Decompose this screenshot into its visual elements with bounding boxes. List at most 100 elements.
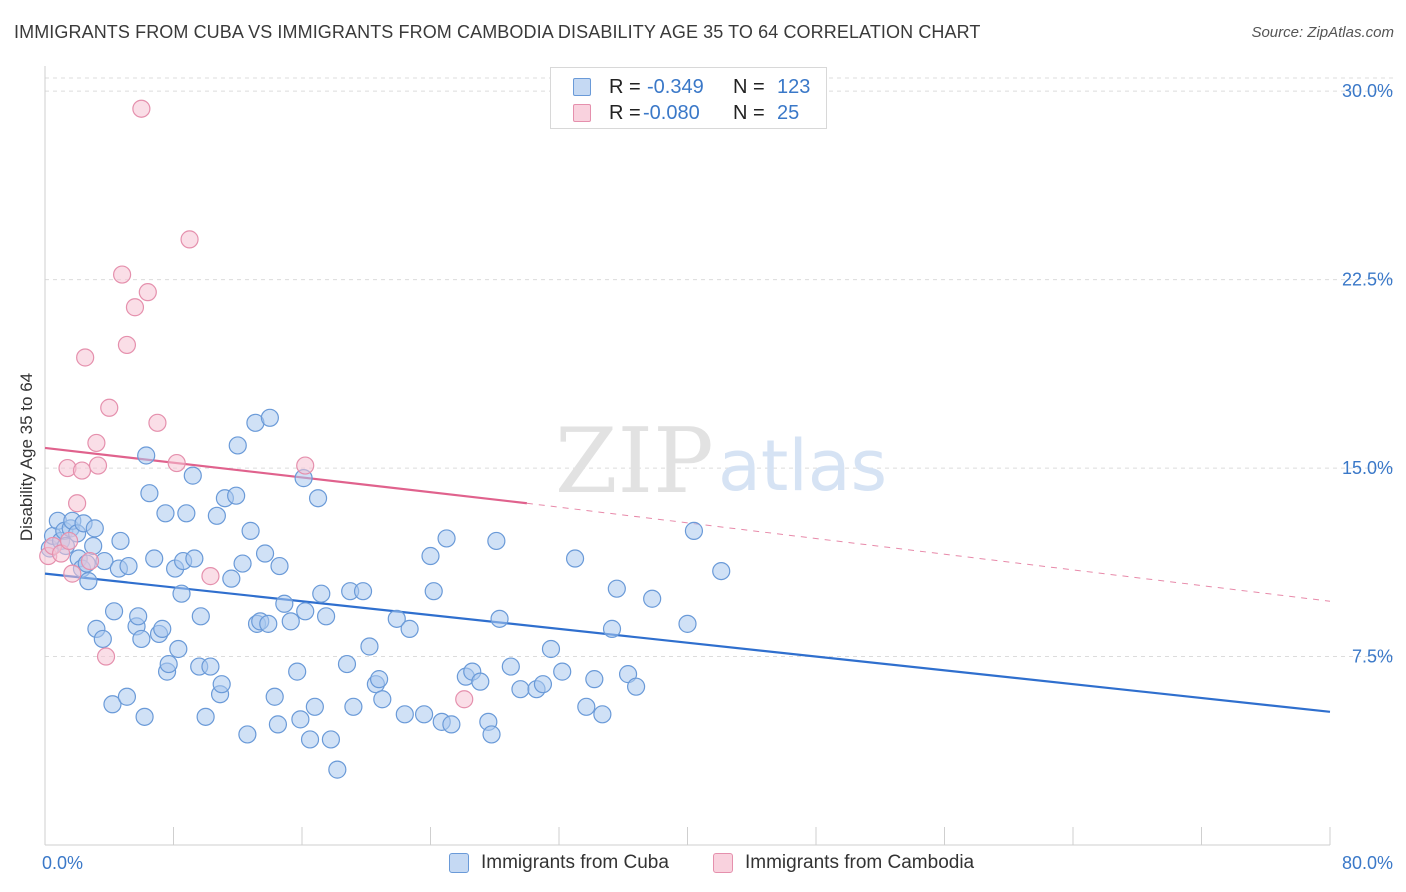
cuba-point (111, 531, 130, 551)
cuba-point (471, 672, 490, 691)
legend-r-label: R = (609, 76, 641, 98)
cambodia-point (455, 690, 474, 709)
axes (44, 66, 1331, 846)
cuba-point (414, 705, 434, 724)
cambodia-point (117, 335, 137, 355)
cuba-point (593, 705, 612, 724)
cuba-point (712, 561, 731, 581)
cambodia-point (125, 298, 145, 317)
trend-line-cambodia (44, 446, 528, 505)
bottom-legend-swatch-cuba (449, 853, 469, 873)
cuba-point (553, 662, 572, 681)
cuba-point (353, 582, 373, 601)
cuba-point (291, 710, 310, 729)
cuba-point (395, 705, 414, 724)
cuba-point (328, 760, 347, 779)
cuba-point (104, 602, 124, 621)
cuba-point (585, 670, 604, 689)
cuba-point (119, 556, 138, 576)
cuba-point (643, 589, 662, 608)
cuba-point (85, 519, 104, 538)
cuba-point (482, 725, 501, 744)
cambodia-point (80, 551, 100, 571)
cuba-point (360, 637, 379, 656)
cuba-point (316, 607, 336, 626)
cuba-point (84, 536, 103, 556)
cuba-point (103, 695, 122, 714)
legend-swatch-cuba (573, 78, 591, 96)
cuba-point (487, 531, 506, 551)
cuba-point (400, 619, 419, 638)
cuba-point (135, 707, 154, 726)
cuba-point (373, 690, 392, 709)
cuba-point (140, 484, 159, 503)
cuba-point (300, 730, 320, 749)
cuba-point (132, 629, 151, 649)
legend-swatch-cambodia (573, 104, 591, 122)
cuba-point (421, 546, 440, 566)
cuba-point (268, 715, 288, 734)
cuba-point (241, 521, 260, 540)
cambodia-point (167, 453, 186, 473)
cuba-point (177, 504, 196, 523)
cuba-point (370, 670, 389, 689)
cuba-point (233, 554, 252, 573)
cuba-point (191, 607, 210, 626)
correlation-legend: R = -0.349 N = 123 R = -0.080 N = 25 (550, 67, 827, 129)
cuba-point (172, 584, 191, 603)
cambodia-point (87, 433, 106, 453)
bottom-legend-swatch-cambodia (713, 853, 733, 873)
cuba-point (265, 687, 284, 706)
cuba-point (207, 506, 226, 525)
watermark-zip: ZIP (555, 409, 714, 514)
legend-n-value-cuba: 123 (777, 76, 811, 98)
cuba-point (129, 607, 148, 626)
cuba-point (238, 725, 257, 744)
cuba-point (541, 639, 561, 659)
cuba-point (255, 544, 275, 563)
cuba-point (270, 556, 289, 576)
cuba-point (565, 549, 585, 568)
cuba-point (281, 612, 300, 631)
cuba-point (678, 614, 697, 633)
cuba-point (196, 707, 215, 726)
data-points (39, 99, 731, 779)
cuba-point (183, 466, 202, 485)
x-tick-label-min: 0.0% (42, 853, 83, 873)
cambodia-point (180, 230, 199, 249)
cuba-point (602, 619, 622, 638)
cuba-point (684, 521, 704, 540)
cuba-point (156, 504, 175, 523)
cuba-point (312, 584, 331, 603)
cambodia-point (100, 398, 119, 417)
watermark-atlas: atlas (718, 425, 887, 507)
y-tick-label: 15.0% (1342, 458, 1393, 478)
x-tick-label-max: 80.0% (1342, 853, 1393, 873)
cuba-point (259, 614, 278, 633)
cambodia-point (63, 564, 82, 583)
cuba-point (79, 572, 98, 591)
cuba-point (626, 677, 646, 696)
cuba-point (296, 602, 315, 621)
legend-n-label: N = (733, 76, 765, 98)
cuba-point (145, 549, 164, 568)
cuba-point (442, 715, 461, 734)
legend-n-value-cambodia: 25 (777, 102, 800, 124)
bottom-legend-label-cuba: Immigrants from Cuba (481, 852, 669, 873)
cuba-point (308, 489, 328, 508)
legend-r-value-cambodia: -0.080 (643, 102, 700, 124)
cuba-point (533, 675, 553, 694)
legend-r-label: R = (609, 102, 641, 124)
cuba-point (227, 486, 246, 505)
cuba-point (260, 408, 279, 427)
cambodia-point (59, 531, 79, 551)
cuba-point (185, 549, 204, 568)
cuba-point (169, 639, 188, 659)
cambodia-point (138, 283, 157, 302)
trend-lines (44, 446, 1331, 713)
cuba-point (387, 609, 406, 628)
cuba-point (321, 730, 341, 749)
bottom-legend-label-cambodia: Immigrants from Cambodia (745, 852, 975, 873)
cuba-point (153, 619, 172, 638)
